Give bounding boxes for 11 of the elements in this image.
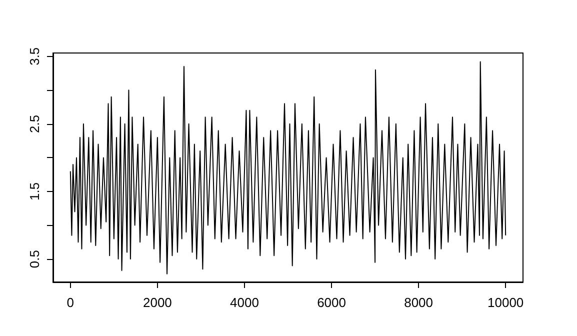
x-tick-label: 0	[66, 295, 74, 310]
y-tick-label: 1.5	[27, 182, 42, 201]
x-tick-label: 8000	[404, 295, 434, 310]
x-tick-label: 10000	[488, 295, 524, 310]
x-tick-label: 4000	[230, 295, 259, 310]
y-tick-label: 3.5	[27, 47, 42, 66]
y-tick-label: 0.5	[27, 250, 42, 268]
x-tick-label: 2000	[142, 295, 172, 310]
line-series	[70, 61, 506, 274]
x-tick-label: 6000	[317, 295, 346, 310]
y-tick-label: 2.5	[27, 114, 42, 133]
